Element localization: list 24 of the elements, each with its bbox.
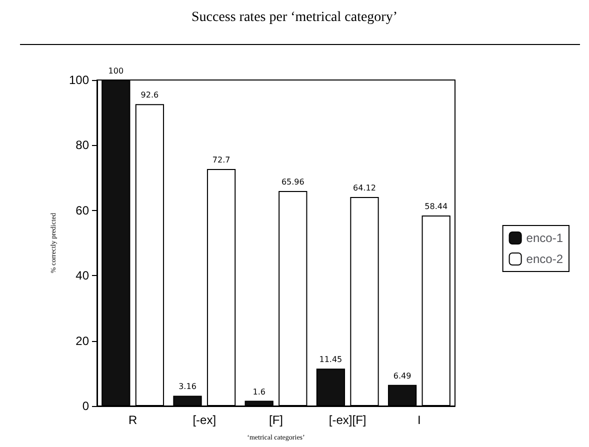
x-tick-label: I [418,413,421,427]
data-label: 92.6 [140,90,159,100]
y-tick-label: 80 [76,138,90,152]
x-tick-label: R [128,413,138,427]
data-label: 11.45 [319,355,342,364]
y-tick-label: 40 [76,268,90,283]
data-label: 6.49 [393,371,412,380]
y-tick-label: 0 [82,399,90,413]
data-label: 1.6 [252,387,266,396]
data-label: 100 [108,66,124,76]
data-label: 64.12 [353,183,376,192]
data-label: 65.96 [281,177,304,186]
x-tick-label: [-ex][F] [328,413,366,427]
x-tick-label: [F] [269,413,283,427]
legend-label: enco-1 [526,231,564,245]
legend-label: enco-2 [526,252,564,266]
data-label: 72.7 [212,156,230,164]
data-label: 3.16 [178,382,196,392]
x-tick-label: [-ex] [192,413,216,427]
y-tick-label: 60 [76,203,90,218]
data-label: 58.44 [424,202,448,211]
y-tick-label: 100 [68,73,90,87]
y-tick-label: 20 [76,334,90,348]
chart-title: Success rates per ‘metrical category’ [190,10,398,26]
